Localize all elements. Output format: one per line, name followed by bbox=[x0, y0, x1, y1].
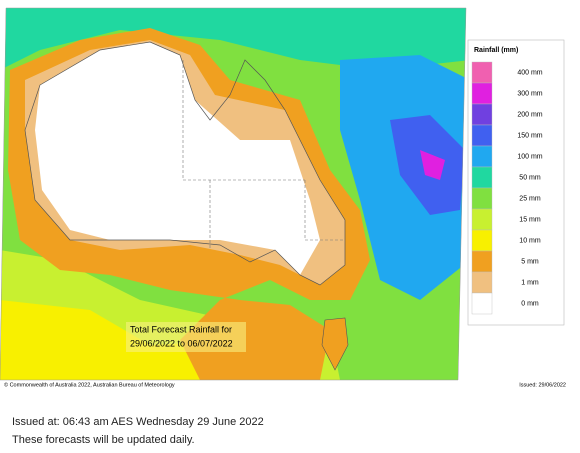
legend-label: 200 mm bbox=[517, 111, 542, 118]
legend-swatch bbox=[471, 208, 493, 231]
map-frame bbox=[0, 7, 467, 381]
caption-bg bbox=[126, 322, 246, 352]
coastline bbox=[24, 41, 346, 286]
copyright: © Commonwealth of Australia 2022, Austra… bbox=[4, 381, 175, 388]
legend-label: 0 mm bbox=[521, 300, 539, 307]
legend-label: 50 mm bbox=[519, 174, 541, 181]
legend-swatch bbox=[471, 145, 493, 168]
zone-50mm bbox=[0, 8, 466, 70]
legend-label: 10 mm bbox=[519, 237, 541, 244]
legend-swatch bbox=[471, 250, 493, 273]
legend-label: 25 mm bbox=[519, 195, 541, 202]
legend-title: Rainfall (mm) bbox=[474, 47, 518, 54]
tasmania bbox=[321, 317, 349, 371]
issued-date: Issued: 29/06/2022 bbox=[519, 382, 566, 388]
legend-label: 300 mm bbox=[517, 90, 542, 97]
legend-swatch bbox=[471, 229, 493, 252]
legend-label: 1 mm bbox=[521, 279, 539, 286]
legend-label: 100 mm bbox=[517, 153, 542, 160]
legend-label: 15 mm bbox=[519, 216, 541, 223]
legend-swatch bbox=[471, 103, 493, 126]
legend-label: 400 mm bbox=[517, 69, 542, 76]
legend-swatch bbox=[471, 82, 493, 105]
legend-label: 5 mm bbox=[521, 258, 539, 265]
update-note: These forecasts will be updated daily. bbox=[12, 434, 195, 446]
zone-0mm bbox=[35, 42, 320, 275]
legend-swatch bbox=[471, 187, 493, 210]
caption-line: Total Forecast Rainfall for bbox=[130, 324, 232, 334]
legend-swatch bbox=[471, 271, 493, 294]
legend-label: 150 mm bbox=[517, 132, 542, 139]
legend-swatch bbox=[471, 61, 493, 84]
caption-line: 29/06/2022 to 06/07/2022 bbox=[130, 338, 233, 348]
state-borders bbox=[182, 60, 345, 250]
rainfall-map bbox=[0, 8, 466, 380]
zone-300mm bbox=[420, 150, 445, 180]
map-figure: Total Forecast Rainfall for 29/06/2022 t… bbox=[0, 7, 566, 388]
legend-swatch bbox=[471, 292, 493, 315]
legend-swatch bbox=[471, 166, 493, 189]
issued-at: Issued at: 06:43 am AES Wednesday 29 Jun… bbox=[12, 416, 264, 428]
legend-swatch bbox=[471, 124, 493, 147]
legend: 400 mm 300 mm 200 mm 150 mm 100 mm 50 mm 25 mm… bbox=[471, 61, 543, 315]
